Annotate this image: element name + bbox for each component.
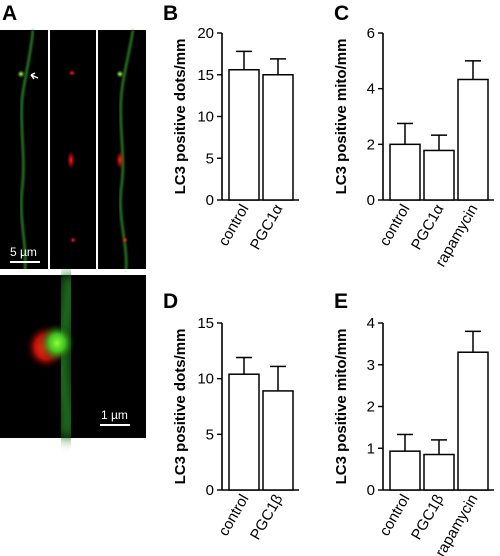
y-tick-label: 0 bbox=[367, 192, 375, 209]
y-tick-label: 4 bbox=[367, 315, 375, 332]
y-tick-label: 5 bbox=[206, 150, 214, 167]
category-label: PGC1β bbox=[247, 491, 287, 543]
bar bbox=[423, 453, 455, 491]
arrow-icon bbox=[30, 72, 39, 80]
category-label: control bbox=[376, 492, 413, 539]
y-tick-label: 20 bbox=[197, 25, 214, 42]
bar bbox=[228, 373, 260, 491]
bar bbox=[262, 390, 294, 491]
y-axis-label: LC3 positive mito/mm bbox=[333, 39, 350, 195]
svg-text:1 µm: 1 µm bbox=[101, 408, 128, 422]
y-axis-label: LC3 positive mito/mm bbox=[333, 329, 350, 485]
category-label: control bbox=[215, 202, 252, 249]
panel-label-c: C bbox=[334, 2, 349, 25]
y-tick-label: 0 bbox=[367, 482, 375, 499]
y-tick-label: 15 bbox=[197, 315, 214, 332]
panel-label-e: E bbox=[334, 290, 348, 313]
bar bbox=[262, 74, 294, 201]
y-axis-label: LC3 positive dots/mm bbox=[172, 329, 189, 485]
y-tick-label: 1 bbox=[367, 440, 375, 457]
category-label: control bbox=[215, 492, 252, 539]
micrograph-zoom bbox=[0, 274, 146, 440]
panel-label-a: A bbox=[2, 2, 17, 25]
bar bbox=[389, 143, 421, 201]
y-tick-label: 10 bbox=[197, 371, 214, 388]
bar bbox=[423, 149, 455, 201]
panel-label-b: B bbox=[163, 2, 178, 25]
bar bbox=[457, 351, 489, 491]
y-tick-label: 6 bbox=[367, 25, 375, 42]
bar bbox=[228, 68, 260, 201]
y-tick-label: 10 bbox=[197, 109, 214, 126]
y-tick-label: 0 bbox=[206, 192, 214, 209]
svg-text:5 µm: 5 µm bbox=[10, 245, 37, 259]
y-axis-label: LC3 positive dots/mm bbox=[172, 39, 189, 195]
category-label: control bbox=[376, 202, 413, 249]
y-tick-label: 15 bbox=[197, 67, 214, 84]
panel-label-d: D bbox=[163, 290, 178, 313]
y-tick-label: 2 bbox=[367, 399, 375, 416]
micrograph-red-channel bbox=[50, 30, 96, 270]
micrograph-green-channel bbox=[0, 29, 48, 271]
bar bbox=[389, 450, 421, 491]
y-tick-label: 5 bbox=[206, 426, 214, 443]
scale-bar-bottom: 1 µm bbox=[100, 408, 130, 426]
scale-bar-top: 5 µm bbox=[10, 245, 40, 263]
bar bbox=[457, 78, 489, 201]
micrograph-merged bbox=[0, 29, 146, 271]
y-tick-label: 2 bbox=[367, 136, 375, 153]
y-tick-label: 3 bbox=[367, 357, 375, 374]
y-tick-label: 4 bbox=[367, 81, 375, 98]
y-tick-label: 0 bbox=[206, 482, 214, 499]
category-label: PGC1α bbox=[247, 201, 287, 253]
